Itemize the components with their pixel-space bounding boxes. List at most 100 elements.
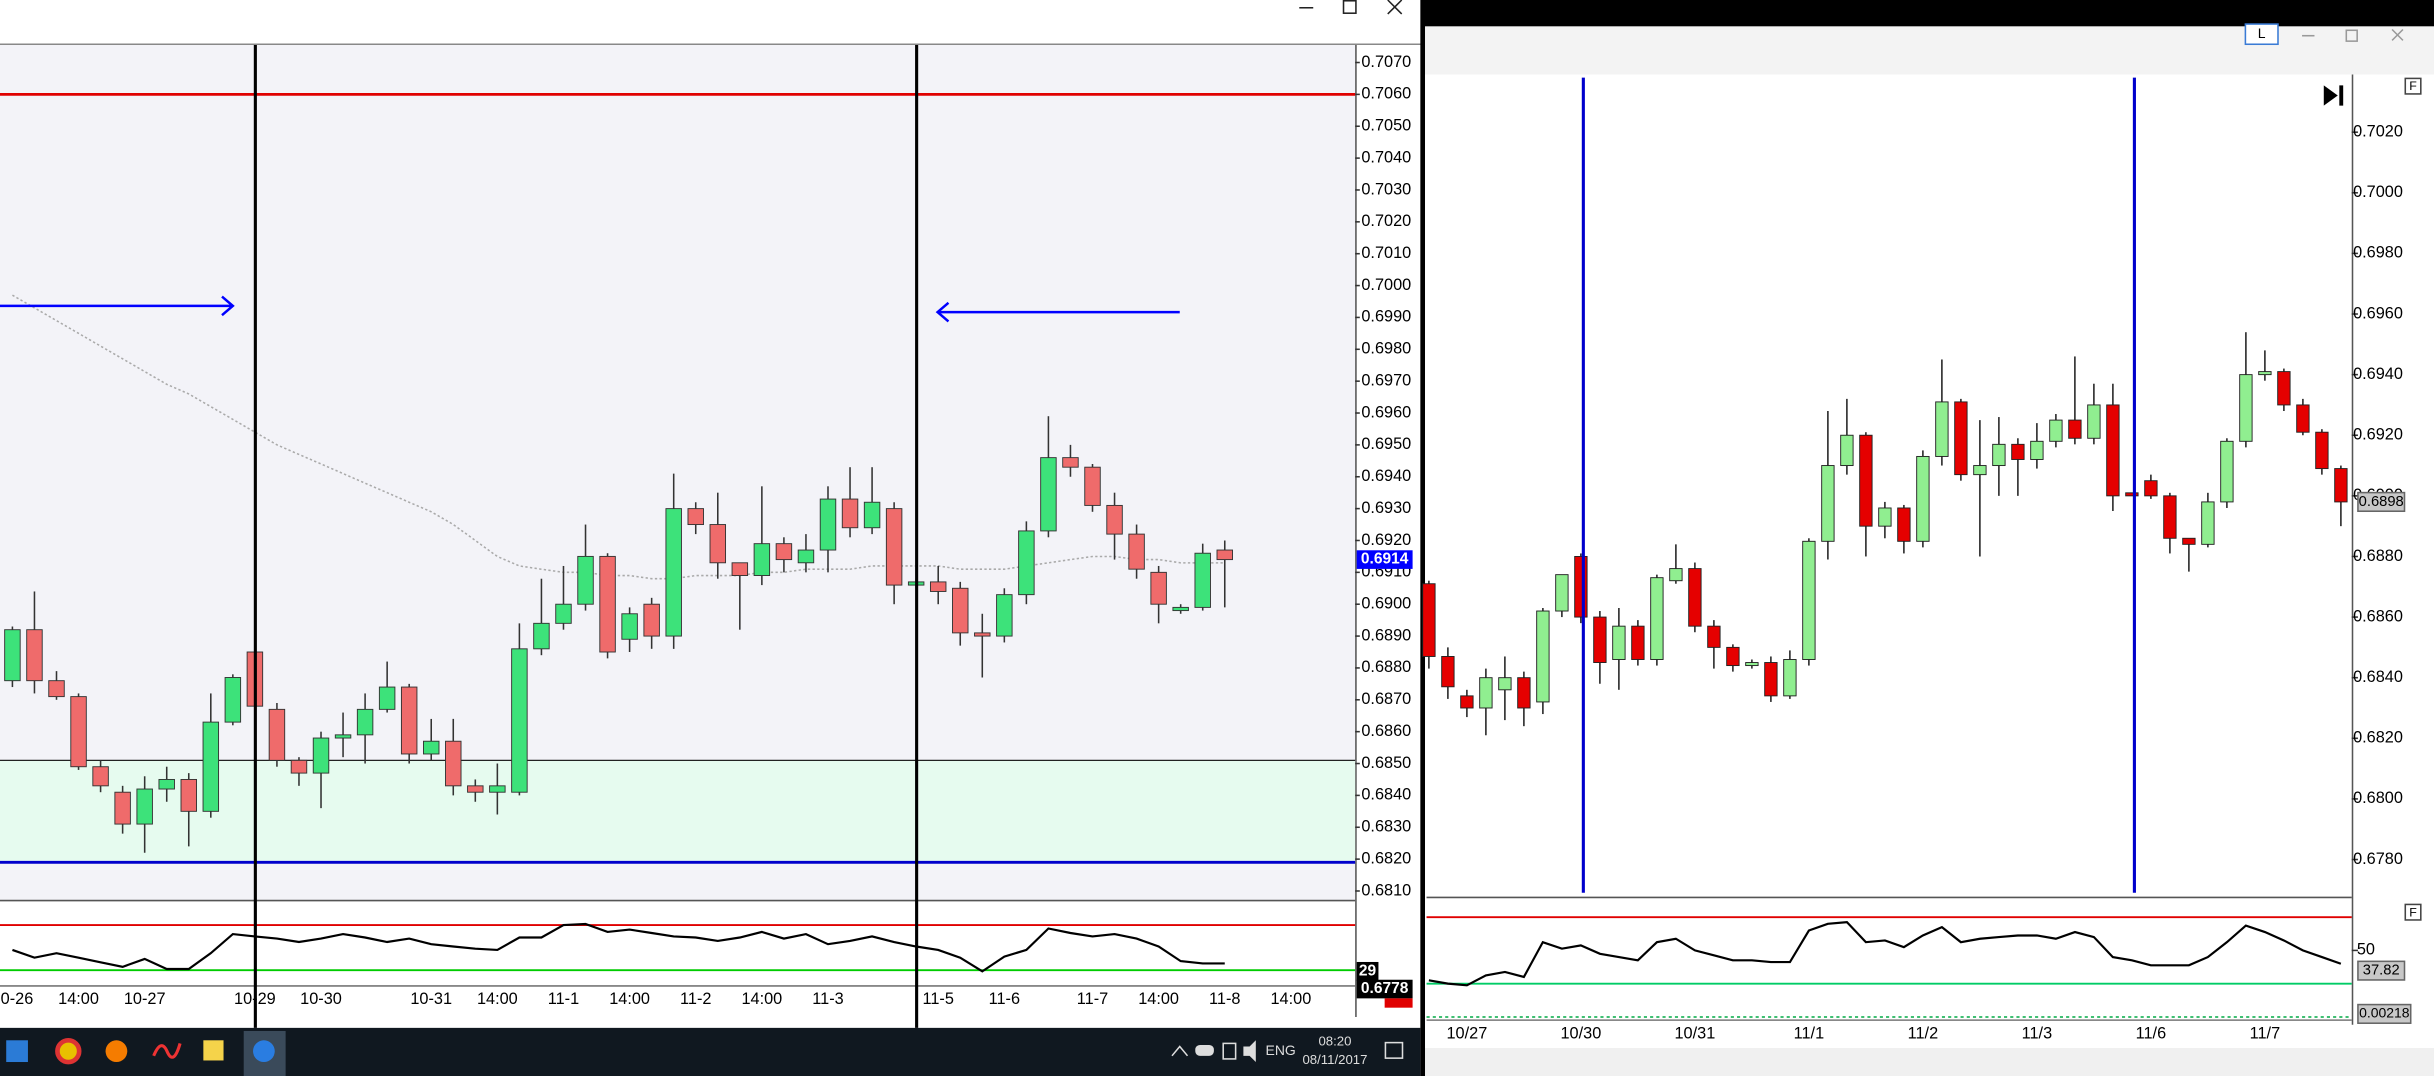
candle-body: [1441, 656, 1455, 688]
y-tick-label: 0.6900: [1361, 595, 1411, 613]
close-button[interactable]: [2391, 28, 2404, 41]
candle-body: [1128, 533, 1145, 570]
app-icon[interactable]: [203, 1040, 224, 1061]
candle-body: [2201, 501, 2215, 545]
candle-body: [555, 603, 572, 624]
candle-body: [180, 778, 197, 812]
candle-body: [621, 613, 638, 640]
y-tick-label: 0.7020: [2353, 122, 2403, 140]
right-window-button[interactable]: [2244, 23, 2279, 46]
restore-button[interactable]: [2345, 29, 2358, 42]
candle-body: [1783, 659, 1797, 697]
app-icon[interactable]: [152, 1042, 182, 1059]
y-tick-label: 0.6860: [2353, 607, 2403, 625]
candle-body: [1460, 695, 1474, 709]
candle-body: [1745, 662, 1759, 667]
candle-body: [1973, 465, 1987, 476]
y-tick-label: 0.7060: [1361, 85, 1411, 103]
y-tick-label: 0.6810: [1361, 881, 1411, 899]
candle-body: [1688, 568, 1702, 627]
app-icon[interactable]: [6, 1040, 28, 1063]
y-tick-label: 0.6890: [1361, 626, 1411, 644]
candle-body: [4, 629, 21, 682]
y-tick-label: 0.6920: [2353, 426, 2403, 444]
candle-body: [2220, 440, 2234, 503]
candle-body: [1040, 457, 1057, 532]
candle-body: [378, 686, 396, 710]
taskbar-date[interactable]: 08/11/2017: [1302, 1052, 1367, 1067]
candle-body: [92, 766, 109, 787]
candle-body: [1650, 577, 1664, 660]
y-tick-label: 0.6800: [2353, 789, 2403, 807]
candle-body: [1194, 552, 1211, 608]
candle-body: [2144, 480, 2158, 497]
candle-body: [2106, 404, 2120, 497]
candle-body: [731, 562, 749, 576]
y-tick-label: 0.6830: [1361, 818, 1411, 836]
y-tick-label: 0.6840: [1361, 786, 1411, 804]
candle-body: [1992, 443, 2006, 467]
maximize-button[interactable]: [1342, 0, 1357, 14]
panel-button-box[interactable]: [2404, 903, 2422, 921]
tray-icon[interactable]: [1195, 1044, 1214, 1056]
x-tick-label: 10-31: [410, 990, 452, 1008]
extra-tag: 0.6778: [1361, 980, 1409, 997]
candle-body: [489, 785, 506, 793]
price-zone: [0, 760, 1356, 863]
panel-button[interactable]: F: [2409, 905, 2417, 919]
y-tick-label: 0.6820: [2353, 729, 2403, 747]
candle-body: [1574, 555, 1588, 618]
indicator-tag-box: [1356, 961, 1379, 981]
candle-body: [753, 543, 771, 576]
y-tick-label: 0.6840: [2353, 668, 2403, 686]
scroll-end-button[interactable]: [2323, 85, 2344, 106]
y-tick-label: 0.7010: [1361, 244, 1411, 262]
candle-body: [445, 740, 462, 787]
candle-body: [2087, 404, 2101, 439]
right-date-band: [1423, 1018, 2434, 1049]
candle-body: [577, 555, 594, 605]
candle-body: [1802, 540, 1816, 660]
app-icon[interactable]: [55, 1037, 82, 1065]
app-icon[interactable]: [253, 1040, 275, 1063]
y-tick-label: 0.6980: [2353, 244, 2403, 262]
taskbar-time[interactable]: 08:20: [1318, 1033, 1351, 1048]
panel-button[interactable]: F: [2409, 79, 2417, 93]
close-button[interactable]: [1387, 0, 1403, 15]
indicator-line: [1428, 921, 2342, 987]
candle-body: [48, 680, 65, 698]
candle-body: [1172, 606, 1189, 612]
tray-icon[interactable]: [1243, 1040, 1256, 1063]
candle-body: [114, 791, 131, 825]
y-tick-label: 0.6940: [2353, 365, 2403, 383]
notification-icon[interactable]: [1384, 1041, 1404, 1059]
candle-body: [2239, 374, 2253, 442]
candle-body: [224, 677, 242, 723]
candle-body: [709, 524, 727, 564]
x-tick-label: 11/6: [2136, 1024, 2167, 1042]
tray-icon[interactable]: [1171, 1045, 1189, 1057]
candle-body: [26, 629, 43, 682]
extra-tag: 0.00218: [2359, 1005, 2410, 1021]
candle-body: [797, 549, 815, 564]
candle-body: [1106, 504, 1123, 535]
taskbar-language[interactable]: ENG: [1266, 1042, 1296, 1058]
y-tick-label: 0.6880: [1361, 658, 1411, 676]
arrow-right: [0, 295, 235, 317]
y-tick-label: 0.6940: [1361, 467, 1411, 485]
y-tick-label: 0.6880: [2353, 547, 2403, 565]
y-tick-label: 0.6930: [1361, 499, 1411, 517]
x-tick-label: 11-8: [1209, 990, 1240, 1008]
app-icon[interactable]: [105, 1040, 128, 1063]
panel-button-box[interactable]: [2404, 77, 2422, 95]
y-tick-label: 0.7000: [1361, 276, 1411, 294]
tray-icon[interactable]: [1222, 1042, 1237, 1060]
price-tag: 0.6898: [2359, 494, 2404, 510]
candle-body: [1498, 677, 1512, 691]
candle-body: [2258, 371, 2272, 376]
extra-tag-box: [2357, 1003, 2412, 1024]
candle-body: [2334, 468, 2348, 503]
